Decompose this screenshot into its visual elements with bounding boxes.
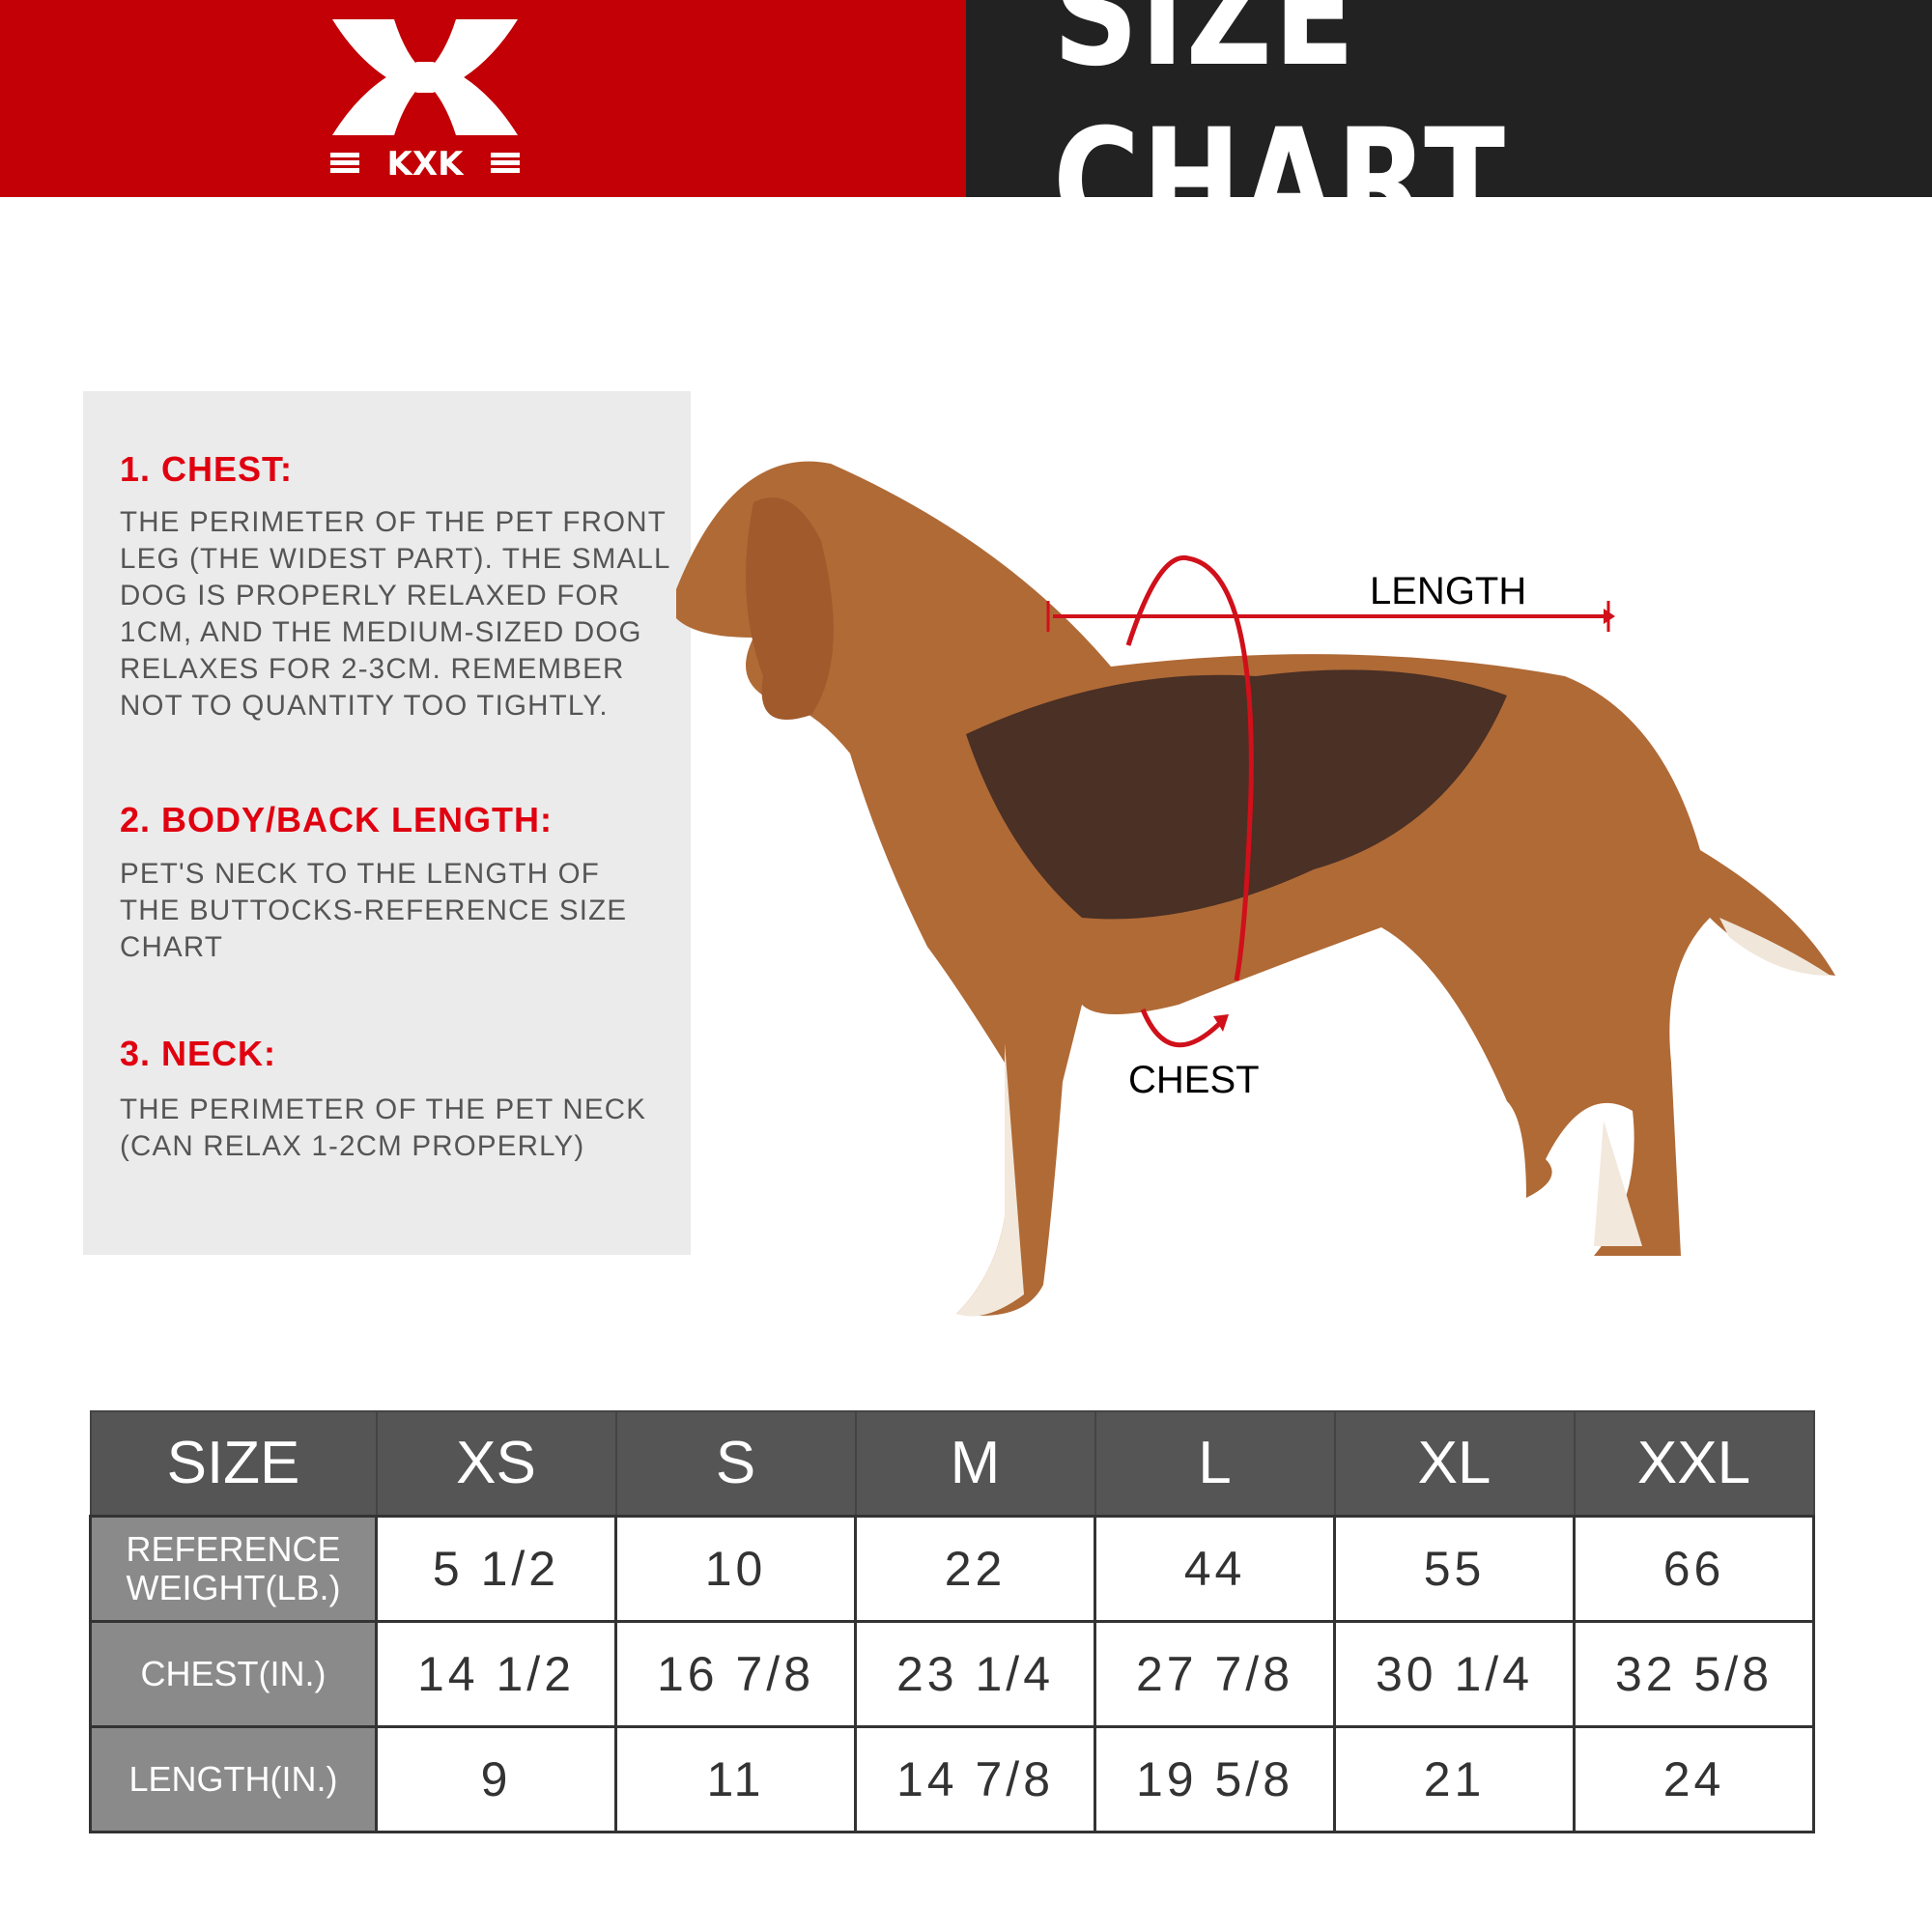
row-label: CHEST(IN.) (89, 1619, 378, 1728)
table-cell: 24 (1573, 1724, 1815, 1833)
table-cell: 23 1/4 (854, 1619, 1096, 1728)
table-cell: 32 5/8 (1573, 1619, 1815, 1728)
header-l: L (1094, 1410, 1336, 1517)
row-label: LENGTH(IN.) (89, 1724, 378, 1833)
logo-text: KXK (387, 145, 466, 182)
length-description: PET'S NECK TO THE LENGTH OF THE BUTTOCKS… (120, 858, 628, 963)
header-xxl: XXL (1573, 1410, 1815, 1517)
table-cell: 14 1/2 (375, 1619, 617, 1728)
header-xs: XS (375, 1410, 617, 1517)
table-cell: 21 (1333, 1724, 1576, 1833)
table-cell: 27 7/8 (1094, 1619, 1336, 1728)
table-cell: 66 (1573, 1514, 1815, 1623)
length-heading: 2. BODY/BACK LENGTH: (120, 800, 554, 839)
table-cell: 10 (614, 1514, 857, 1623)
chest-loop (1125, 554, 1254, 981)
header-xl: XL (1333, 1410, 1576, 1517)
table-row: LENGTH(IN.) 9 11 14 7/8 19 5/8 21 24 (89, 1724, 1815, 1833)
table-row: REFERENCE WEIGHT(LB.) 5 1/2 10 22 44 55 … (89, 1514, 1815, 1623)
neck-description: THE PERIMETER OF THE PET NECK (CAN RELAX… (120, 1094, 647, 1162)
page-title: SIZE CHART (1053, 0, 1507, 267)
chest-description: THE PERIMETER OF THE PET FRONT LEG (THE … (120, 506, 671, 722)
table-cell: 30 1/4 (1333, 1619, 1576, 1728)
length-label: LENGTH (1370, 570, 1527, 612)
table-cell: 19 5/8 (1094, 1724, 1336, 1833)
table-cell: 14 7/8 (854, 1724, 1096, 1833)
table-header-row: SIZE XS S M L XL XXL (89, 1410, 1815, 1517)
row-label: REFERENCE WEIGHT(LB.) (89, 1514, 378, 1623)
table-row: CHEST(IN.) 14 1/2 16 7/8 23 1/4 27 7/8 3… (89, 1619, 1815, 1728)
table-cell: 44 (1094, 1514, 1336, 1623)
size-table: SIZE XS S M L XL XXL REFERENCE WEIGHT(LB… (89, 1410, 1815, 1833)
header-title-bar (966, 0, 1932, 197)
neck-heading: 3. NECK: (120, 1034, 277, 1073)
table-cell: 55 (1333, 1514, 1576, 1623)
table-cell: 5 1/2 (375, 1514, 617, 1623)
table-cell: 11 (614, 1724, 857, 1833)
table-cell: 9 (375, 1724, 617, 1833)
table-cell: 22 (854, 1514, 1096, 1623)
header-m: M (854, 1410, 1096, 1517)
header-size: SIZE (89, 1410, 378, 1517)
measurement-guide-panel (83, 391, 691, 1255)
chest-heading: 1. CHEST: (120, 449, 294, 489)
kxk-logo: KXK (330, 19, 520, 182)
chest-label: CHEST (1128, 1059, 1260, 1101)
beagle-illustration (676, 461, 1835, 1317)
table-cell: 16 7/8 (614, 1619, 857, 1728)
header-s: S (614, 1410, 857, 1517)
